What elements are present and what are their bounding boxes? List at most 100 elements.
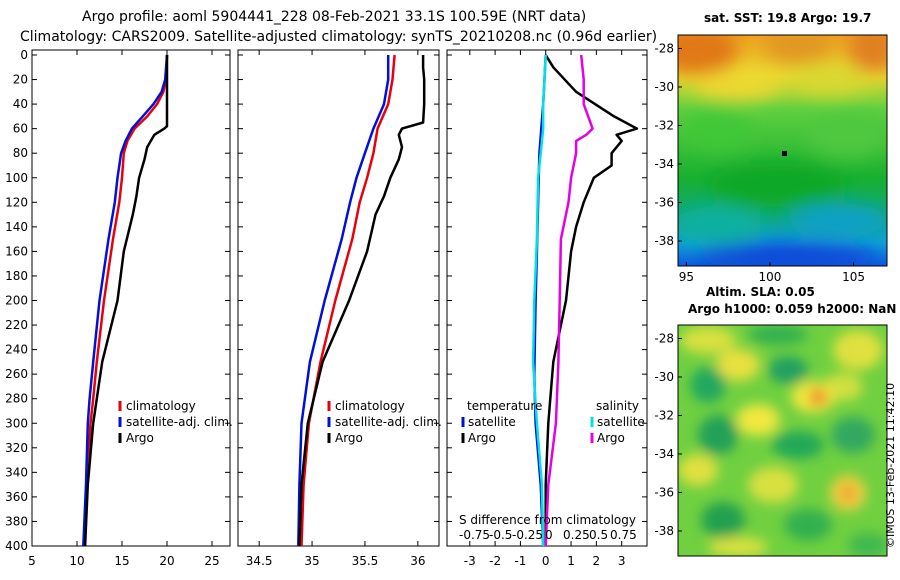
sst-map-panel: sat. SST: 19.8 Argo: 19.7 -28 -30 -32 -34 -3…	[654, 11, 888, 284]
map-y-tick-label: -32	[654, 408, 674, 422]
y-tick-label: 260	[5, 367, 28, 381]
y-tick-label: 380	[5, 514, 28, 528]
difference-x-axis: -3 -2 -1 0 1 2 3	[464, 50, 626, 568]
legend-label-temp-argo: Argo	[468, 431, 496, 445]
x-tick-label: 0	[542, 554, 550, 568]
y-tick-label: 320	[5, 441, 28, 455]
y-tick-label: 220	[5, 318, 28, 332]
map-y-tick-label: -38	[654, 524, 674, 538]
legend-label-satellite: satellite-adj. clim.	[335, 415, 442, 429]
temperature-plot-frame	[31, 49, 231, 547]
y-tick-label: 20	[13, 73, 28, 87]
map-y-tick-label: -32	[654, 118, 674, 132]
y-tick-label: 300	[5, 416, 28, 430]
y-tick-label: 140	[5, 220, 28, 234]
salinity-legend: climatology satellite-adj. clim. Argo	[327, 399, 442, 445]
y-tick-label: 40	[13, 97, 28, 111]
x-tick-label: -1	[514, 554, 526, 568]
temperature-series	[82, 54, 169, 547]
x-tick-label: 15	[114, 554, 129, 568]
temperature-panel: 0 20 40 60 80 100 120 140 160 180 200 220 240 260 280 3…	[5, 48, 233, 568]
sst-map-x-axis: 95 100 105	[679, 262, 865, 284]
salinity-difference-footer: S difference from climatology	[459, 513, 636, 527]
y-tick-label: 0	[20, 48, 28, 62]
y-tick-label: 240	[5, 343, 28, 357]
legend-label-argo: Argo	[126, 431, 154, 445]
argo-position-marker	[782, 151, 787, 156]
legend-label-climatology: climatology	[335, 399, 405, 413]
legend-label-climatology: climatology	[126, 399, 196, 413]
imos-stamp: ©IMOS 13-Feb-2021 11:42:10	[884, 383, 897, 548]
y-tick-label: 200	[5, 294, 28, 308]
y-tick-label: 120	[5, 195, 28, 209]
map-y-tick-label: -30	[654, 370, 674, 384]
x-tick-label: 1	[567, 554, 575, 568]
footer-tick-label: -0.25	[512, 528, 543, 542]
x-tick-label: 35.5	[352, 554, 379, 568]
series-line-salinity-satellite	[531, 54, 547, 547]
x-tick-label: -2	[489, 554, 501, 568]
map-y-tick-label: -36	[654, 195, 674, 209]
y-tick-label: 360	[5, 490, 28, 504]
salinity-y-ticks	[238, 54, 439, 547]
x-tick-label: 10	[69, 554, 84, 568]
salinity-series	[297, 54, 426, 547]
header-line-1: Argo profile: aoml 5904441_228 08-Feb-20…	[82, 9, 586, 25]
legend-label-satellite: satellite-adj. clim.	[126, 415, 233, 429]
footer-tick-label: -0.75	[459, 528, 490, 542]
series-line-argo	[298, 55, 426, 547]
map-y-tick-label: -28	[654, 41, 674, 55]
sla-map-panel: Altim. SLA: 0.05 Argo h1000: 0.059 h2000…	[654, 285, 896, 557]
y-tick-label: 280	[5, 392, 28, 406]
series-line-satellite-adj-clim-	[82, 54, 169, 547]
legend-title-salinity: salinity	[596, 399, 639, 413]
difference-legend: temperature satellite Argo salinity sate…	[461, 399, 645, 445]
salinity-panel: 34.5 35 35.5 36 climatology satellite-adj. …	[237, 49, 442, 568]
y-tick-label: 160	[5, 244, 28, 258]
salinity-x-axis: 34.5 35 35.5 36	[246, 50, 425, 568]
map-x-tick-label: 105	[842, 270, 865, 284]
sst-map-frame	[677, 34, 888, 267]
x-tick-label: 2	[593, 554, 601, 568]
y-tick-label: 80	[13, 146, 28, 160]
sla-map-y-axis: -28 -30 -32 -34 -36 -38	[654, 331, 682, 538]
x-tick-label: 34.5	[246, 554, 273, 568]
sst-map-title: sat. SST: 19.8 Argo: 19.7	[704, 11, 871, 25]
temperature-y-axis: 0 20 40 60 80 100 120 140 160 180 200 220 240 260 280 3…	[5, 48, 230, 553]
salinity-plot-frame	[237, 49, 440, 547]
sla-map-title-line-1: Altim. SLA: 0.05	[706, 285, 815, 299]
series-line-argo	[83, 55, 169, 547]
footer-tick-label: -0.5	[489, 528, 512, 542]
map-y-tick-label: -38	[654, 234, 674, 248]
legend-label-sal-argo: Argo	[597, 431, 625, 445]
y-tick-label: 100	[5, 171, 28, 185]
footer-tick-label: 0	[545, 528, 553, 542]
salinity-difference-ticks: -0.75 -0.5 -0.25 0 0.25 0.5 0.75	[459, 528, 637, 542]
x-tick-label: 35	[304, 554, 319, 568]
map-y-tick-label: -34	[654, 447, 674, 461]
temperature-legend: climatology satellite-adj. clim. Argo	[118, 399, 233, 445]
sla-map-title-line-2: Argo h1000: 0.059 h2000: NaN	[688, 302, 896, 316]
y-tick-label: 340	[5, 465, 28, 479]
x-tick-label: 5	[28, 554, 36, 568]
y-tick-label: 180	[5, 269, 28, 283]
x-tick-label: -3	[464, 554, 476, 568]
map-y-tick-label: -34	[654, 157, 674, 171]
map-x-tick-label: 100	[759, 270, 782, 284]
temperature-x-axis: 5 10 15 20 25	[28, 50, 220, 568]
footer-tick-label: 0.5	[589, 528, 608, 542]
x-tick-label: 20	[159, 554, 174, 568]
sla-map-image	[678, 325, 887, 556]
footer-tick-label: 0.75	[610, 528, 637, 542]
series-line-satellite-adj-clim-	[297, 55, 390, 547]
map-y-tick-label: -28	[654, 331, 674, 345]
legend-title-temperature: temperature	[467, 399, 542, 413]
x-tick-label: 3	[618, 554, 626, 568]
y-tick-label: 60	[13, 122, 28, 136]
series-line-temperature-argo	[544, 54, 639, 546]
legend-label-argo: Argo	[335, 431, 363, 445]
map-y-tick-label: -30	[654, 80, 674, 94]
x-tick-label: 25	[204, 554, 219, 568]
sst-map-image	[678, 35, 887, 266]
